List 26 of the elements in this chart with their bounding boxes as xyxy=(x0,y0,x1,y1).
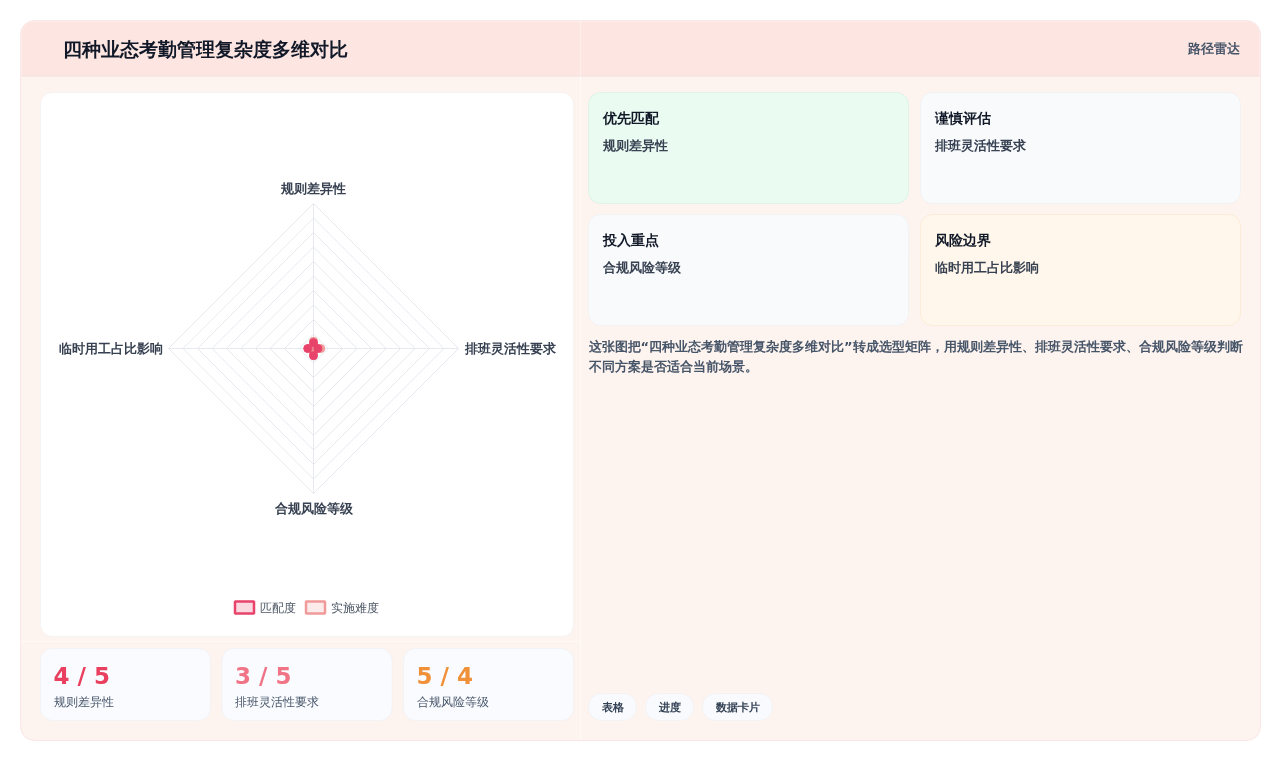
text: 规则差异性 xyxy=(53,694,114,709)
text: 数据卡片 xyxy=(714,701,760,714)
chart-title: 四种业态考勤管理复杂度多维对比 xyxy=(62,37,348,60)
text: 临时用工占比影响 xyxy=(934,260,1039,275)
text: 进度 xyxy=(657,701,681,714)
text: 路径雷达 xyxy=(1186,41,1240,56)
text: 这张图把“四种业态考勤管理复杂度多维对比”转成选型矩阵，用规则差异性、排班灵活性要求、合规风险等级判断不同方案是否适合当前场景。 xyxy=(587,339,1243,374)
text: 排班灵活性要求 xyxy=(235,694,319,709)
spoke-label: 排班灵活性要求 xyxy=(463,341,557,356)
text: 投入重点 xyxy=(601,231,659,248)
text: 优先匹配 xyxy=(601,109,660,126)
text: 3 / 5 xyxy=(235,662,292,689)
legend-label: 实施难度 xyxy=(331,600,379,615)
legend-label: 匹配度 xyxy=(260,600,296,615)
text: 合规风险等级 xyxy=(601,260,682,275)
spoke-label: 规则差异性 xyxy=(280,181,346,196)
text: 合规风险等级 xyxy=(416,694,489,709)
text: 谨慎评估 xyxy=(933,109,991,126)
spoke-label: 临时用工占比影响 xyxy=(58,341,163,356)
text: 排班灵活性要求 xyxy=(933,138,1027,153)
text: 风险边界 xyxy=(933,231,991,248)
text: 4 / 5 xyxy=(53,662,110,689)
text: 表格 xyxy=(600,701,625,714)
text: 5 / 4 xyxy=(416,662,473,689)
text: 规则差异性 xyxy=(601,138,668,153)
spoke-label: 合规风险等级 xyxy=(273,501,354,516)
